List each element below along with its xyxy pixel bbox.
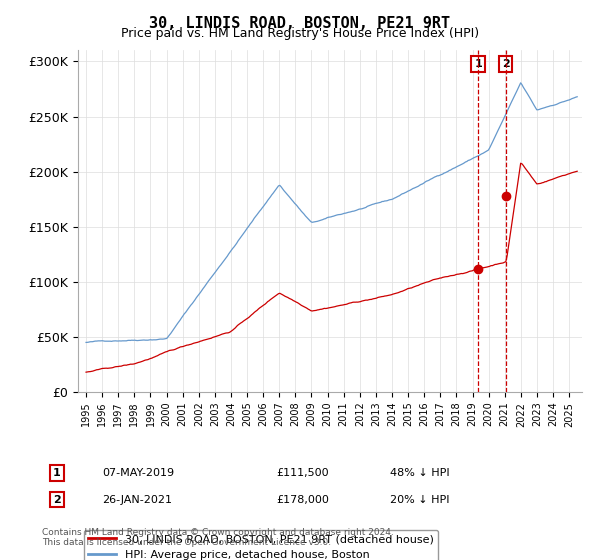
- Text: 26-JAN-2021: 26-JAN-2021: [102, 494, 172, 505]
- Text: £178,000: £178,000: [276, 494, 329, 505]
- Text: 48% ↓ HPI: 48% ↓ HPI: [390, 468, 449, 478]
- Text: 30, LINDIS ROAD, BOSTON, PE21 9RT: 30, LINDIS ROAD, BOSTON, PE21 9RT: [149, 16, 451, 31]
- Text: £111,500: £111,500: [276, 468, 329, 478]
- Text: 20% ↓ HPI: 20% ↓ HPI: [390, 494, 449, 505]
- Text: Contains HM Land Registry data © Crown copyright and database right 2024.
This d: Contains HM Land Registry data © Crown c…: [42, 528, 394, 547]
- Text: 1: 1: [53, 468, 61, 478]
- Text: 07-MAY-2019: 07-MAY-2019: [102, 468, 174, 478]
- Text: 1: 1: [474, 59, 482, 69]
- Text: 2: 2: [53, 494, 61, 505]
- Text: Price paid vs. HM Land Registry's House Price Index (HPI): Price paid vs. HM Land Registry's House …: [121, 27, 479, 40]
- Legend: 30, LINDIS ROAD, BOSTON, PE21 9RT (detached house), HPI: Average price, detached: 30, LINDIS ROAD, BOSTON, PE21 9RT (detac…: [83, 530, 438, 560]
- Text: 2: 2: [502, 59, 510, 69]
